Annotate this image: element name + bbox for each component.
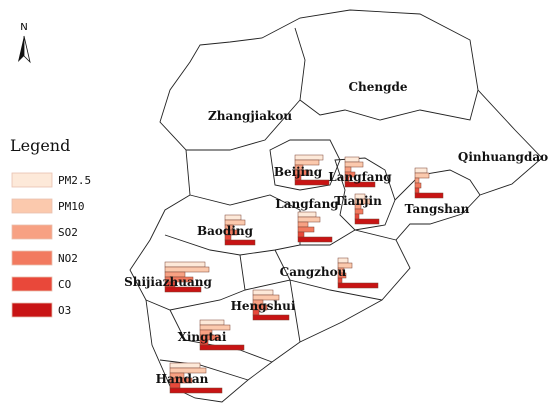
- city-label: Langfang: [275, 197, 339, 211]
- bar: [169, 377, 193, 384]
- bar: [297, 216, 321, 223]
- bar: [414, 192, 444, 199]
- boundary: [274, 249, 383, 301]
- province-outline: [129, 9, 543, 403]
- city-label: Tangshan: [405, 202, 470, 216]
- bar: [354, 213, 360, 220]
- bar: [252, 314, 290, 321]
- bar: [297, 231, 305, 238]
- legend-swatch: [11, 250, 53, 266]
- bar: [294, 159, 320, 166]
- bar: [354, 198, 372, 205]
- bar: [199, 344, 245, 351]
- bar: [297, 236, 333, 243]
- legend-swatch: [11, 224, 53, 240]
- bar: [294, 169, 310, 176]
- bar: [297, 211, 317, 218]
- bar: [414, 182, 422, 189]
- legend-label: PM10: [58, 200, 85, 213]
- city-label: Beijing: [274, 165, 323, 179]
- city-label: Handan: [156, 372, 209, 386]
- region-label: Zhangjiakou: [208, 109, 292, 123]
- city-label: Baoding: [197, 224, 254, 238]
- bar: [169, 367, 207, 374]
- legend-label: PM2.5: [58, 174, 91, 187]
- bar: [297, 221, 309, 228]
- bar: [414, 177, 420, 184]
- boundary: [294, 27, 479, 121]
- bar: [224, 239, 256, 246]
- bar: [294, 179, 330, 186]
- bar: [164, 266, 210, 273]
- bar: [224, 219, 246, 226]
- bar: [354, 218, 380, 225]
- bar: [337, 257, 349, 264]
- boundary: [186, 99, 301, 151]
- legend-swatch: [11, 198, 53, 214]
- bar: [297, 226, 315, 233]
- legend-swatch: [11, 276, 53, 292]
- bar: [169, 387, 223, 394]
- legend-title: Legend: [10, 136, 70, 155]
- bar: [164, 276, 194, 283]
- bar: [414, 167, 428, 174]
- bar: [354, 208, 364, 215]
- bar: [294, 154, 324, 161]
- bar: [337, 282, 379, 289]
- region-label: Chengde: [348, 80, 407, 94]
- bar: [344, 156, 360, 163]
- arrow: [23, 35, 31, 64]
- bar: [252, 304, 268, 311]
- boundary: [269, 139, 341, 191]
- bar: [344, 181, 376, 188]
- legend-swatch: [11, 172, 53, 188]
- city-label: Langfang: [328, 170, 392, 184]
- legend-label: CO: [58, 278, 71, 291]
- north-label: N: [20, 22, 27, 33]
- bar: [414, 187, 420, 194]
- bar: [164, 286, 202, 293]
- bar: [224, 214, 242, 221]
- city-label: Xingtai: [178, 330, 227, 344]
- layer: PM2.5 PM10 SO2 NO2 CO O3 Zhangjiakou Chengde Qin…: [11, 80, 548, 394]
- bar: [414, 172, 430, 179]
- bar: [344, 171, 356, 178]
- region-label: Qinhuangdao: [458, 150, 548, 164]
- bar: [199, 324, 231, 331]
- arrow: [18, 36, 24, 62]
- north-arrow: N: [18, 22, 31, 64]
- legend-label: NO2: [58, 252, 78, 265]
- bar: [344, 161, 364, 168]
- legend-label: O3: [58, 304, 71, 317]
- bar: [199, 334, 221, 341]
- bar: [252, 289, 274, 296]
- legend-label: SO2: [58, 226, 78, 239]
- bar: [169, 362, 201, 369]
- bar: [252, 294, 280, 301]
- city-label: Cangzhou: [280, 265, 347, 279]
- city-label: Tianjin: [334, 194, 382, 208]
- boundary: [145, 254, 246, 311]
- bar: [337, 262, 353, 269]
- city-label: Shijiazhuang: [124, 275, 212, 289]
- bar: [199, 319, 225, 326]
- boundary: [244, 279, 301, 343]
- city-label: Hengshui: [231, 299, 296, 313]
- boundary: [394, 169, 481, 201]
- legend-swatch: [11, 302, 53, 318]
- boundary: [334, 157, 396, 231]
- boundary: [300, 229, 397, 246]
- bar: [164, 261, 206, 268]
